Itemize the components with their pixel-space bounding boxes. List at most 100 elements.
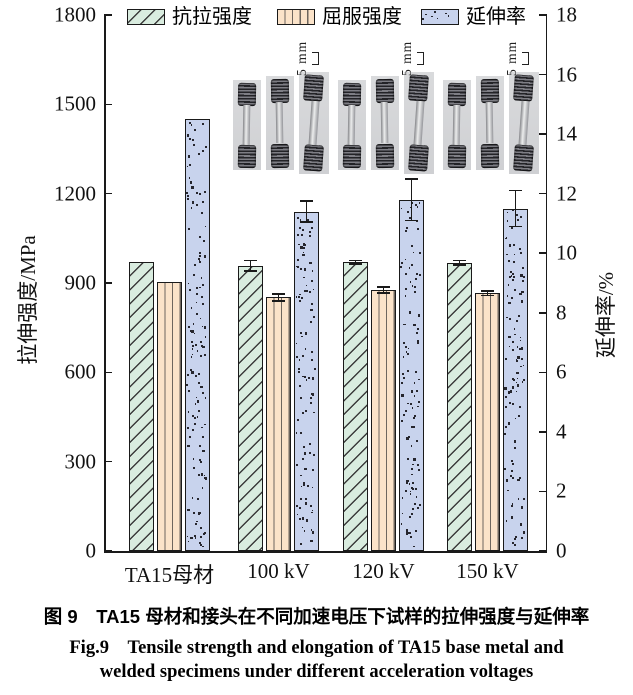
speckle-dot — [201, 303, 204, 306]
speckle-dot — [300, 233, 303, 236]
speckle-dot — [409, 535, 413, 538]
specimen-photo-1-1 — [371, 76, 399, 170]
speckle-dot — [522, 531, 526, 534]
speckle-dot — [504, 387, 507, 390]
speckle-dot — [304, 244, 307, 246]
speckle-dot — [195, 292, 198, 295]
bar-speckle-group3 — [503, 208, 528, 551]
caption-english-line1: Fig.9 Tensile strength and elongation of… — [69, 638, 564, 658]
speckle-dot — [198, 459, 202, 462]
speckle-dot — [515, 358, 518, 361]
specimen-threaded-head — [408, 74, 430, 102]
speckle-dot — [414, 290, 416, 293]
speckle-dot — [310, 505, 312, 507]
specimen-threaded-head — [447, 144, 467, 168]
y-left-tick-900 — [104, 282, 113, 284]
speckle-dot — [517, 415, 520, 418]
speckle-dot — [303, 276, 305, 279]
speckle-dot — [197, 409, 200, 412]
speckle-dot — [187, 536, 189, 538]
speckle-dot — [189, 435, 192, 438]
speckle-dot — [188, 155, 191, 158]
speckle-dot — [307, 377, 310, 380]
specimen-photo-0-1 — [266, 76, 294, 170]
error-cap-bottom-speckle-group1 — [300, 221, 313, 223]
speckle-dot — [188, 325, 190, 328]
scale-bar-bracket-1 — [417, 52, 424, 65]
legend-swatch-elongation-icon — [421, 9, 459, 25]
speckle-dot — [195, 301, 198, 304]
speckle-dot — [515, 213, 518, 216]
speckle-dot — [417, 507, 419, 509]
caption-english-line2: welded specimens under different acceler… — [99, 662, 534, 682]
error-cap-bottom-speckle-group3 — [509, 225, 522, 228]
speckle-dot — [406, 370, 409, 372]
speckle-dot — [299, 498, 302, 501]
speckle-dot — [190, 368, 193, 371]
speckle-dot — [186, 197, 189, 201]
speckle-dot — [509, 390, 512, 393]
speckle-dot — [310, 529, 313, 531]
error-stem-speckle-group3 — [514, 190, 517, 227]
speckle-dot — [400, 266, 403, 268]
speckle-dot — [508, 301, 511, 304]
speckle-dot — [516, 360, 518, 362]
speckle-dot — [310, 302, 313, 305]
speckle-dot — [516, 377, 519, 380]
speckle-dot — [411, 473, 413, 476]
speckle-dot — [408, 531, 411, 534]
speckle-dot — [302, 484, 306, 487]
speckle-dot — [190, 355, 193, 358]
speckle-dot — [403, 414, 405, 416]
speckle-dot — [297, 265, 300, 269]
speckle-dot — [200, 536, 203, 539]
speckle-dot — [416, 328, 419, 331]
speckle-dot — [411, 468, 414, 471]
speckle-dot — [410, 390, 414, 393]
speckle-dot — [298, 295, 301, 299]
error-cap-top-diagonal-group3 — [453, 259, 466, 262]
speckle-dot — [311, 269, 314, 272]
y-right-tick-18 — [539, 14, 548, 16]
speckle-dot — [436, 17, 439, 20]
speckle-dot — [204, 225, 207, 228]
speckle-dot — [300, 296, 303, 300]
speckle-dot — [195, 344, 198, 347]
error-stem-speckle-group1 — [305, 201, 308, 222]
speckle-dot — [405, 351, 408, 353]
speckle-dot — [415, 204, 417, 206]
speckle-dot — [297, 371, 300, 374]
speckle-dot — [408, 436, 411, 439]
speckle-dot — [197, 153, 200, 156]
speckle-dot — [401, 261, 404, 264]
speckle-dot — [201, 122, 204, 125]
speckle-dot — [186, 134, 189, 137]
y-right-tick-6 — [539, 371, 548, 374]
speckle-dot — [307, 218, 310, 222]
speckle-dot — [312, 468, 315, 472]
y-left-tick-label-600: 600 — [64, 359, 97, 384]
specimen-threaded-head — [375, 78, 395, 103]
bar-diagonal-group0 — [129, 262, 154, 551]
speckle-dot — [413, 323, 416, 327]
speckle-dot — [505, 237, 508, 240]
speckle-dot — [513, 446, 516, 449]
legend-item-tensile-strength: 抗拉强度 — [127, 6, 252, 28]
y-left-tick-label-1800: 1800 — [54, 2, 96, 27]
specimen-photo-2-2 — [509, 72, 539, 174]
speckle-dot — [304, 375, 306, 378]
speckle-dot — [505, 405, 508, 408]
speckle-dot — [203, 326, 206, 329]
bar-diagonal-group3 — [447, 262, 472, 551]
speckle-dot — [515, 319, 519, 323]
speckle-dot — [411, 507, 414, 510]
scale-bar-bracket-2 — [522, 52, 529, 65]
speckle-dot — [311, 359, 314, 362]
speckle-dot — [201, 325, 204, 328]
bar-diagonal-group1 — [238, 265, 263, 551]
speckle-dot — [200, 385, 203, 388]
speckle-dot — [517, 497, 520, 500]
speckle-dot — [511, 517, 513, 520]
speckle-dot — [505, 236, 507, 239]
speckle-dot — [505, 479, 508, 482]
